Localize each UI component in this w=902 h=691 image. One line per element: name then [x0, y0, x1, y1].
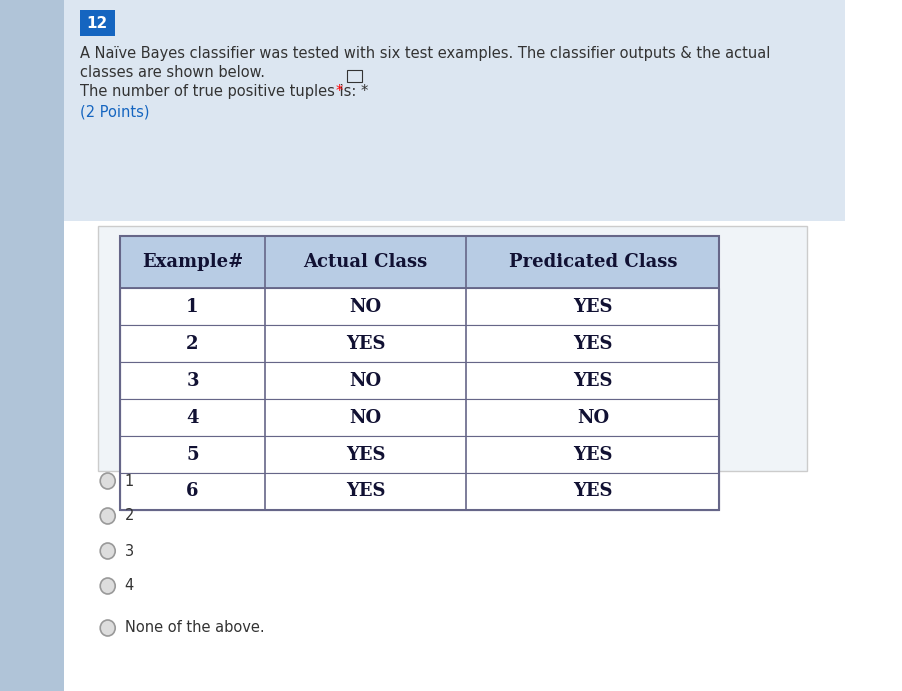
Text: YES: YES — [346, 482, 385, 500]
Bar — [120, 399, 719, 436]
Bar — [120, 288, 719, 325]
Text: 5: 5 — [186, 446, 198, 464]
Bar — [120, 325, 719, 362]
Text: Predicated Class: Predicated Class — [509, 253, 677, 271]
Text: YES: YES — [573, 446, 612, 464]
Text: NO: NO — [350, 298, 382, 316]
Text: Example#: Example# — [142, 253, 244, 271]
Text: YES: YES — [573, 298, 612, 316]
Text: classes are shown below.: classes are shown below. — [79, 65, 264, 80]
Circle shape — [100, 508, 115, 524]
Text: Actual Class: Actual Class — [304, 253, 428, 271]
Bar — [120, 473, 719, 510]
Bar — [64, 0, 845, 221]
Bar — [98, 226, 807, 471]
Text: YES: YES — [346, 334, 385, 352]
Bar — [120, 436, 719, 473]
Text: NO: NO — [576, 408, 609, 426]
Text: 4: 4 — [186, 408, 198, 426]
Text: *: * — [336, 84, 343, 99]
Text: A Naïve Bayes classifier was tested with six test examples. The classifier outpu: A Naïve Bayes classifier was tested with… — [79, 46, 770, 61]
Circle shape — [100, 620, 115, 636]
Text: YES: YES — [573, 372, 612, 390]
Text: YES: YES — [346, 446, 385, 464]
Text: 2: 2 — [124, 509, 133, 524]
Circle shape — [100, 578, 115, 594]
Text: NO: NO — [350, 408, 382, 426]
Bar — [120, 236, 719, 510]
Bar — [120, 362, 719, 399]
Text: The number of true positive tuples is: *: The number of true positive tuples is: * — [79, 84, 368, 99]
Circle shape — [100, 543, 115, 559]
Text: 3: 3 — [124, 544, 133, 558]
Text: 3: 3 — [186, 372, 198, 390]
Text: 2: 2 — [186, 334, 198, 352]
Bar — [120, 236, 719, 288]
Bar — [79, 10, 115, 36]
Text: NO: NO — [350, 372, 382, 390]
Text: 1: 1 — [186, 298, 198, 316]
Text: 4: 4 — [124, 578, 133, 594]
Bar — [0, 0, 64, 691]
Text: 12: 12 — [87, 15, 108, 30]
Text: YES: YES — [573, 334, 612, 352]
Circle shape — [100, 473, 115, 489]
Text: 6: 6 — [186, 482, 198, 500]
Text: (2 Points): (2 Points) — [79, 104, 149, 119]
Bar — [346, 70, 362, 82]
Text: YES: YES — [573, 482, 612, 500]
Text: None of the above.: None of the above. — [124, 621, 264, 636]
Text: 1: 1 — [124, 473, 133, 489]
